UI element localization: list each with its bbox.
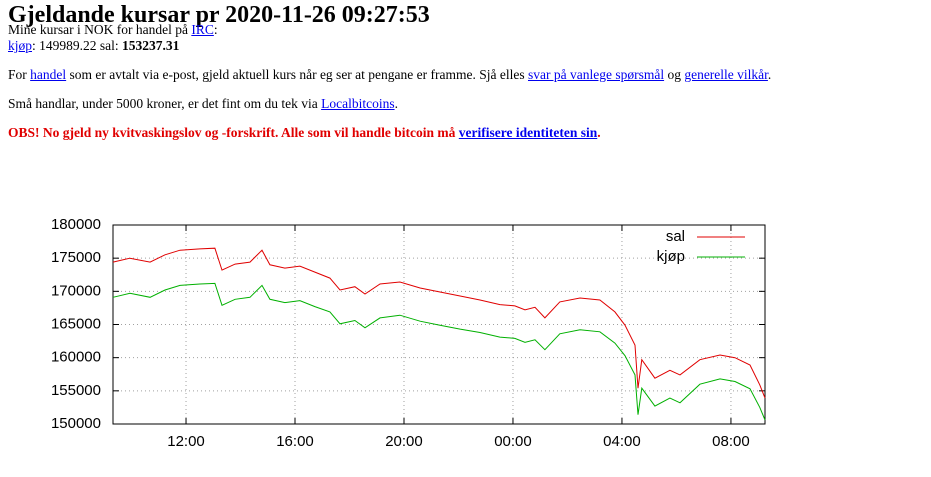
link[interactable]: kjøp <box>8 38 33 53</box>
legend-label: sal <box>666 228 685 245</box>
text: : <box>213 22 218 37</box>
y-tick-label: 175000 <box>51 249 101 266</box>
y-tick-label: 180000 <box>51 216 101 233</box>
x-tick-label: 04:00 <box>603 433 641 450</box>
x-tick-label: 12:00 <box>167 433 205 450</box>
x-tick-label: 08:00 <box>712 433 750 450</box>
text: OBS! No gjeld ny kvitvaskingslov og -for… <box>8 125 459 140</box>
chart: 150000 155000 160000 165000 170000 175000 1800… <box>51 216 766 450</box>
paragraph: For handel som er avtalt via e-post, gje… <box>8 67 923 83</box>
document-body: Mine kursar i NOK for handel på IRC: kjøp… <box>8 22 923 154</box>
link[interactable]: svar på vanlege spørsmål <box>527 67 665 82</box>
y-tick-label: 160000 <box>51 349 101 366</box>
legend-label: kjøp <box>657 248 685 265</box>
link[interactable]: Localbitcoins <box>321 96 395 111</box>
y-tick-label: 170000 <box>51 282 101 299</box>
y-tick-label: 150000 <box>51 415 101 432</box>
series-line <box>112 247 766 399</box>
paragraph: Mine kursar i NOK for handel på IRC: kjøp… <box>8 22 923 54</box>
text: . <box>394 96 398 111</box>
link[interactable]: generelle vilkår <box>684 67 768 82</box>
text: For <box>8 67 31 82</box>
page-title: Gjeldande kursar pr 2020-11-26 09:27:53 <box>8 2 430 28</box>
paragraph: Små handlar, under 5000 kroner, er det f… <box>8 96 923 112</box>
series-line <box>112 282 766 421</box>
x-tick-label: 16:00 <box>276 433 314 450</box>
link[interactable]: IRC <box>191 22 214 37</box>
text: 153237.31 <box>122 38 180 53</box>
paragraph: OBS! No gjeld ny kvitvaskingslov og -for… <box>8 125 923 141</box>
text: og <box>664 67 685 82</box>
text: . <box>767 67 772 82</box>
x-tick-label: 20:00 <box>385 433 423 450</box>
text: Små handlar, under 5000 kroner, er det f… <box>8 96 322 111</box>
plot-frame <box>112 224 766 425</box>
link[interactable]: verifisere identiteten sin <box>458 125 598 140</box>
text: Mine kursar i NOK for handel på <box>8 22 192 37</box>
link[interactable]: handel <box>30 67 67 82</box>
text: : 149989.22 sal: <box>32 38 123 53</box>
text: . <box>597 125 601 140</box>
y-tick-label: 165000 <box>51 315 101 332</box>
x-tick-label: 00:00 <box>494 433 532 450</box>
text: som er avtalt via e-post, gjeld aktuell … <box>66 67 528 82</box>
y-tick-label: 155000 <box>51 382 101 399</box>
